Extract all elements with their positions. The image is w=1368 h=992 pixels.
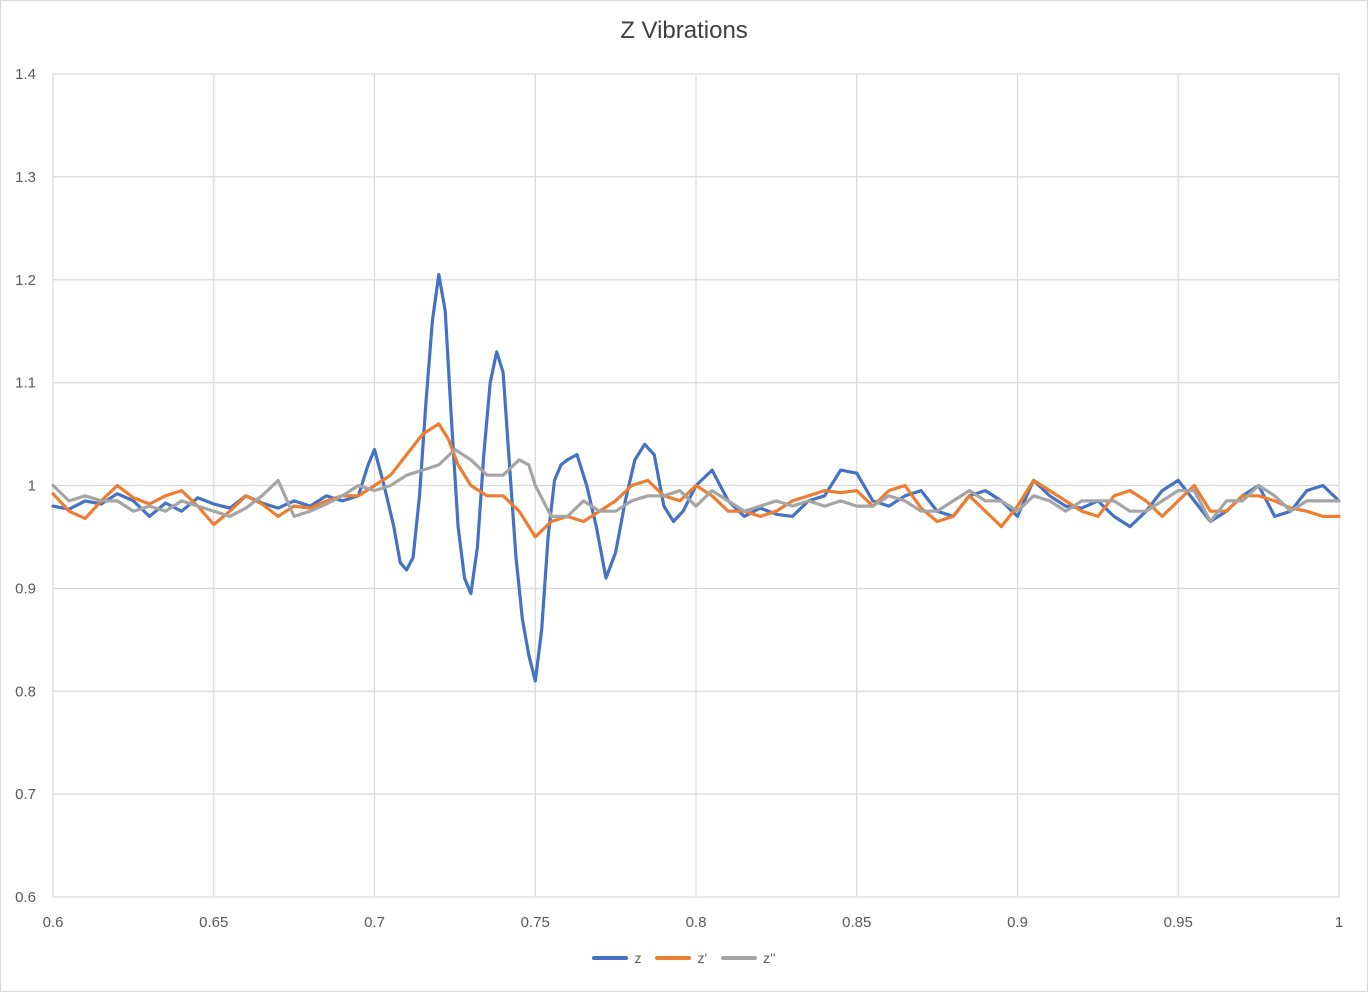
y-tick-label: 1.1 (15, 375, 36, 392)
x-tick-label: 0.9 (1007, 914, 1028, 931)
legend-label: z (634, 950, 642, 966)
legend-swatch (721, 956, 758, 960)
x-tick-label: 0.65 (199, 914, 228, 931)
legend: z z' z'' (0, 950, 1368, 966)
y-tick-label: 0.7 (15, 786, 36, 803)
x-tick-label: 0.85 (842, 914, 871, 931)
legend-item: z'' (721, 950, 776, 966)
legend-item: z (592, 950, 641, 966)
y-tick-label: 1 (28, 478, 36, 495)
y-tick-label: 1.4 (15, 66, 36, 83)
legend-label: z' (697, 950, 708, 966)
y-tick-label: 1.2 (15, 272, 36, 289)
legend-item: z' (655, 950, 707, 966)
y-tick-label: 0.9 (15, 580, 36, 597)
x-tick-label: 0.75 (521, 914, 550, 931)
series-line-zp (51, 422, 1341, 539)
y-tick-label: 0.6 (15, 889, 36, 906)
y-tick-label: 1.3 (15, 169, 36, 186)
x-tick-label: 0.95 (1164, 914, 1193, 931)
x-tick-label: 0.6 (43, 914, 64, 931)
y-tick-label: 0.8 (15, 683, 36, 700)
x-tick-label: 1 (1335, 914, 1343, 931)
legend-swatch (655, 956, 692, 960)
legend-swatch (592, 956, 629, 960)
x-tick-label: 0.7 (364, 914, 385, 931)
legend-label: z'' (763, 950, 776, 966)
chart-title: Z Vibrations (620, 17, 748, 44)
series-line-z (51, 273, 1341, 683)
x-tick-label: 0.8 (686, 914, 707, 931)
series-line-zpp (51, 447, 1341, 524)
